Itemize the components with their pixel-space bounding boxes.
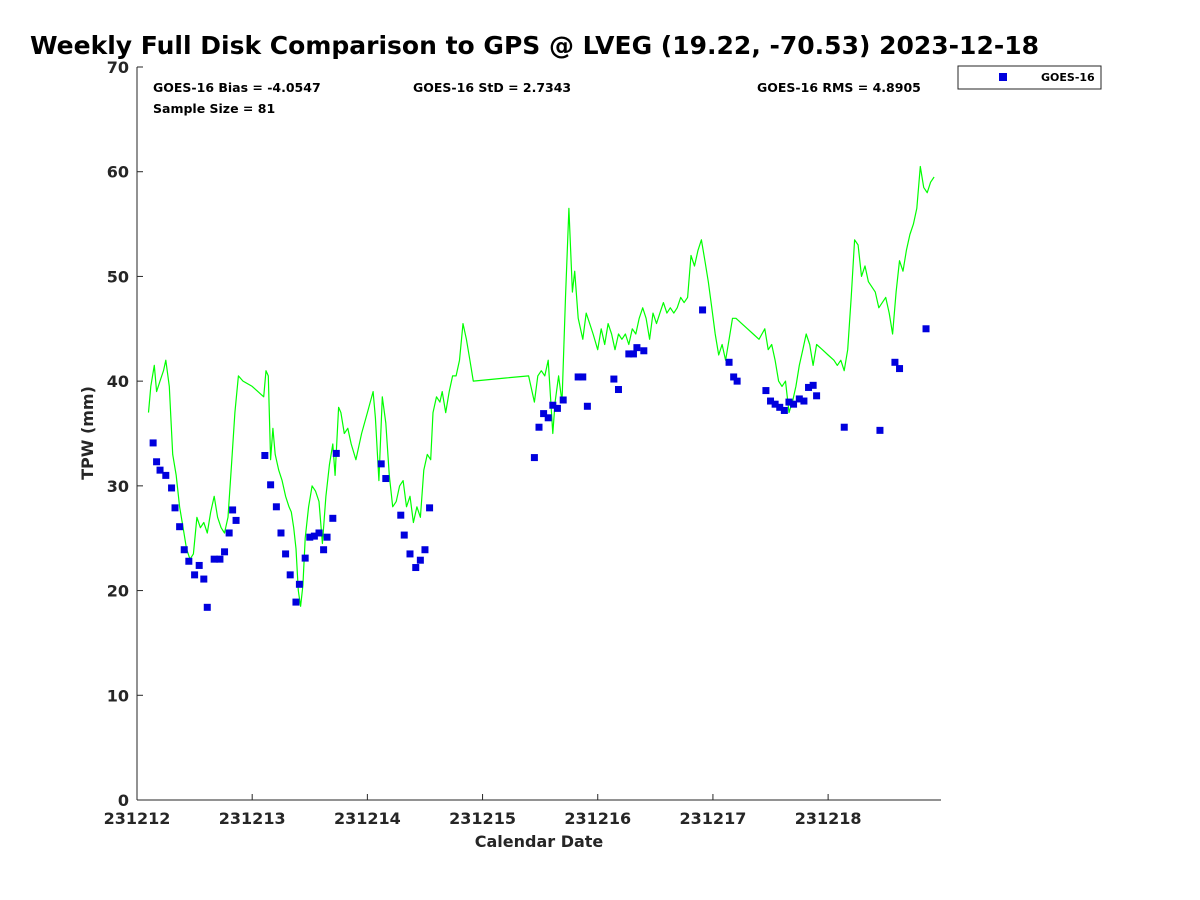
- x-tick-label: 231217: [680, 809, 747, 828]
- goes16-point: [221, 548, 228, 555]
- goes16-point: [172, 504, 179, 511]
- goes16-point: [162, 472, 169, 479]
- goes16-point: [412, 564, 419, 571]
- goes16-point: [397, 512, 404, 519]
- goes16-point: [204, 604, 211, 611]
- goes16-point: [282, 550, 289, 557]
- goes16-point: [296, 581, 303, 588]
- goes16-point: [726, 359, 733, 366]
- x-axis-label: Calendar Date: [475, 832, 604, 851]
- goes16-point: [610, 376, 617, 383]
- tpw-comparison-chart: Weekly Full Disk Comparison to GPS @ LVE…: [0, 0, 1200, 900]
- x-tick-label: 231214: [334, 809, 401, 828]
- goes16-point: [813, 392, 820, 399]
- y-tick-label: 20: [107, 582, 129, 601]
- goes16-point: [630, 350, 637, 357]
- goes16-point: [699, 306, 706, 313]
- goes16-point: [191, 571, 198, 578]
- goes16-point: [560, 396, 567, 403]
- y-axis-label: TPW (mm): [78, 386, 97, 480]
- std-annotation: GOES-16 StD = 2.7343: [413, 80, 571, 95]
- goes16-point: [320, 546, 327, 553]
- goes16-point: [185, 558, 192, 565]
- goes16-point: [176, 523, 183, 530]
- goes16-point: [923, 325, 930, 332]
- goes16-point: [315, 529, 322, 536]
- goes16-point: [401, 532, 408, 539]
- goes16-point: [292, 599, 299, 606]
- bias-annotation: GOES-16 Bias = -4.0547: [153, 80, 321, 95]
- goes16-point: [841, 424, 848, 431]
- goes16-point: [196, 562, 203, 569]
- chart-title: Weekly Full Disk Comparison to GPS @ LVE…: [30, 31, 1039, 60]
- legend-label-goes16: GOES-16: [1041, 71, 1095, 84]
- rms-annotation: GOES-16 RMS = 4.8905: [757, 80, 921, 95]
- goes16-point: [261, 452, 268, 459]
- goes16-point: [633, 344, 640, 351]
- goes16-point: [216, 556, 223, 563]
- y-tick-label: 50: [107, 267, 129, 286]
- goes16-point: [640, 347, 647, 354]
- goes16-point: [810, 382, 817, 389]
- goes16-point: [781, 407, 788, 414]
- goes16-point: [378, 460, 385, 467]
- y-tick-label: 0: [118, 791, 129, 810]
- goes16-point: [150, 439, 157, 446]
- legend: GOES-16: [958, 66, 1101, 89]
- goes16-point: [277, 529, 284, 536]
- goes16-point: [536, 424, 543, 431]
- goes16-point: [181, 546, 188, 553]
- goes16-point: [734, 378, 741, 385]
- goes16-point: [168, 484, 175, 491]
- goes16-point: [762, 387, 769, 394]
- goes16-point: [891, 359, 898, 366]
- goes16-point: [229, 506, 236, 513]
- goes16-point: [324, 534, 331, 541]
- y-tick-label: 70: [107, 58, 129, 77]
- goes16-point: [233, 517, 240, 524]
- goes16-point: [426, 504, 433, 511]
- goes16-point: [421, 546, 428, 553]
- goes16-point: [287, 571, 294, 578]
- x-tick-label: 231215: [449, 809, 516, 828]
- x-tick-label: 231216: [564, 809, 631, 828]
- goes16-point: [302, 555, 309, 562]
- x-tick-label: 231213: [219, 809, 286, 828]
- goes16-point: [800, 398, 807, 405]
- goes16-point: [417, 557, 424, 564]
- goes16-point: [153, 458, 160, 465]
- x-tick-label: 231212: [104, 809, 171, 828]
- goes16-point: [579, 373, 586, 380]
- goes16-point: [329, 515, 336, 522]
- goes16-point: [406, 550, 413, 557]
- legend-marker-goes16: [999, 73, 1007, 81]
- goes16-point: [554, 405, 561, 412]
- sample-size-annotation: Sample Size = 81: [153, 101, 275, 116]
- y-tick-label: 40: [107, 372, 129, 391]
- goes16-point: [876, 427, 883, 434]
- goes16-point: [333, 450, 340, 457]
- goes16-point: [200, 576, 207, 583]
- goes16-point: [584, 403, 591, 410]
- y-tick-label: 60: [107, 163, 129, 182]
- goes16-point: [545, 414, 552, 421]
- goes16-point: [273, 503, 280, 510]
- goes16-point: [267, 481, 274, 488]
- x-tick-label: 231218: [795, 809, 862, 828]
- plot-area: [137, 67, 941, 800]
- goes16-point: [531, 454, 538, 461]
- y-tick-label: 10: [107, 686, 129, 705]
- y-tick-label: 30: [107, 477, 129, 496]
- goes16-point: [226, 529, 233, 536]
- goes16-point: [615, 386, 622, 393]
- goes16-point: [382, 475, 389, 482]
- goes16-point: [896, 365, 903, 372]
